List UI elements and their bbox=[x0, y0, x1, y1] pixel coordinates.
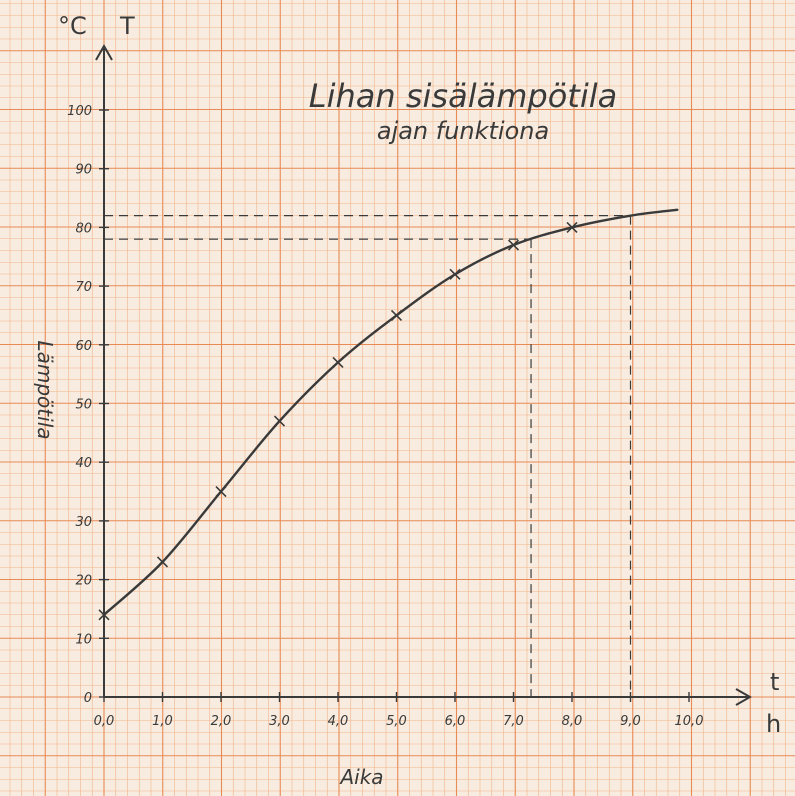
x-ticks: 0,0 1,0 2,0 3,0 4,0 5,0 6,0 7,0 8,0 9,0 10,0 bbox=[94, 692, 704, 729]
chart-title: Lihan sisälämpötila bbox=[309, 77, 617, 115]
y-tick-label: 30 bbox=[75, 515, 92, 530]
x-tick-label: 10,0 bbox=[675, 714, 704, 729]
y-axis-symbol: T bbox=[119, 12, 135, 40]
y-tick-label: 0 bbox=[84, 691, 92, 706]
data-point-marker bbox=[449, 268, 461, 280]
data-point-marker bbox=[507, 239, 520, 251]
x-tick-label: 2,0 bbox=[211, 714, 232, 729]
x-axis-unit: h bbox=[766, 710, 781, 738]
data-point-marker bbox=[273, 415, 286, 427]
x-tick-label: 3,0 bbox=[269, 714, 290, 729]
y-tick-label: 90 bbox=[75, 163, 92, 178]
x-tick-label: 1,0 bbox=[152, 714, 173, 729]
y-tick-label: 50 bbox=[75, 398, 92, 413]
x-axis-arrow bbox=[735, 688, 753, 706]
x-tick-label: 5,0 bbox=[386, 714, 407, 729]
x-tick-label: 9,0 bbox=[620, 714, 641, 729]
y-tick-label: 20 bbox=[75, 574, 92, 589]
x-tick-label: 7,0 bbox=[503, 714, 524, 729]
y-tick-label: 60 bbox=[75, 339, 92, 354]
x-tick-label: 4,0 bbox=[328, 714, 349, 729]
x-axis-symbol: t bbox=[770, 668, 779, 696]
reference-lines bbox=[104, 215, 632, 697]
y-axis-unit: °C bbox=[58, 12, 87, 40]
series-line bbox=[102, 208, 679, 616]
data-point-marker bbox=[215, 485, 227, 498]
x-tick-label: 6,0 bbox=[445, 714, 466, 729]
series bbox=[98, 208, 679, 621]
axes bbox=[95, 43, 753, 706]
data-point-marker bbox=[98, 609, 110, 621]
y-tick-label: 80 bbox=[75, 221, 92, 236]
data-point-marker bbox=[156, 556, 169, 568]
x-tick-label: 8,0 bbox=[562, 714, 583, 729]
y-tick-label: 40 bbox=[75, 456, 92, 471]
x-axis-label: Aika bbox=[338, 765, 383, 789]
y-tick-label: 100 bbox=[67, 104, 92, 119]
y-ticks: 0 10 20 30 40 50 60 70 80 90 100 bbox=[67, 104, 109, 706]
y-tick-label: 10 bbox=[75, 632, 92, 647]
y-axis-label: Lämpötila bbox=[33, 340, 57, 439]
data-point-marker bbox=[566, 221, 578, 233]
y-tick-label: 70 bbox=[75, 280, 92, 295]
data-point-marker bbox=[332, 356, 344, 368]
x-tick-label: 0,0 bbox=[94, 714, 115, 729]
chart-subtitle: ajan funktiona bbox=[377, 117, 549, 145]
data-point-marker bbox=[390, 309, 403, 322]
y-axis-arrow bbox=[95, 43, 113, 61]
